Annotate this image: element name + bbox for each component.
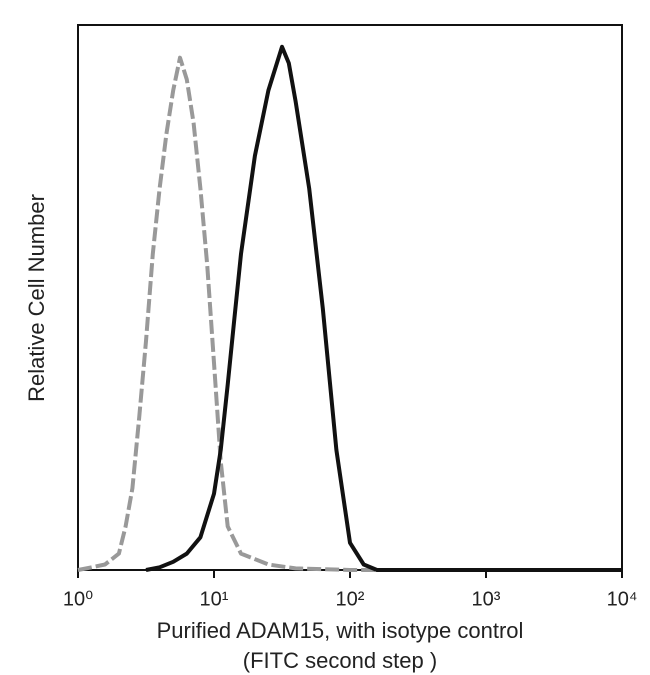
x-axis-label: Purified ADAM15, with isotype control	[157, 618, 524, 643]
x-tick-label: 10¹	[200, 588, 229, 610]
series-line	[77, 55, 622, 572]
x-tick-label: 10²	[336, 588, 365, 610]
plot-frame	[77, 24, 623, 571]
x-tick-label: 10⁰	[63, 588, 93, 610]
x-tick-label: 10⁴	[607, 588, 638, 610]
series-line	[145, 44, 622, 572]
x-tick-label: 10³	[472, 588, 501, 610]
y-axis-label: Relative Cell Number	[24, 194, 49, 402]
x-axis-label-2: (FITC second step )	[243, 648, 437, 673]
